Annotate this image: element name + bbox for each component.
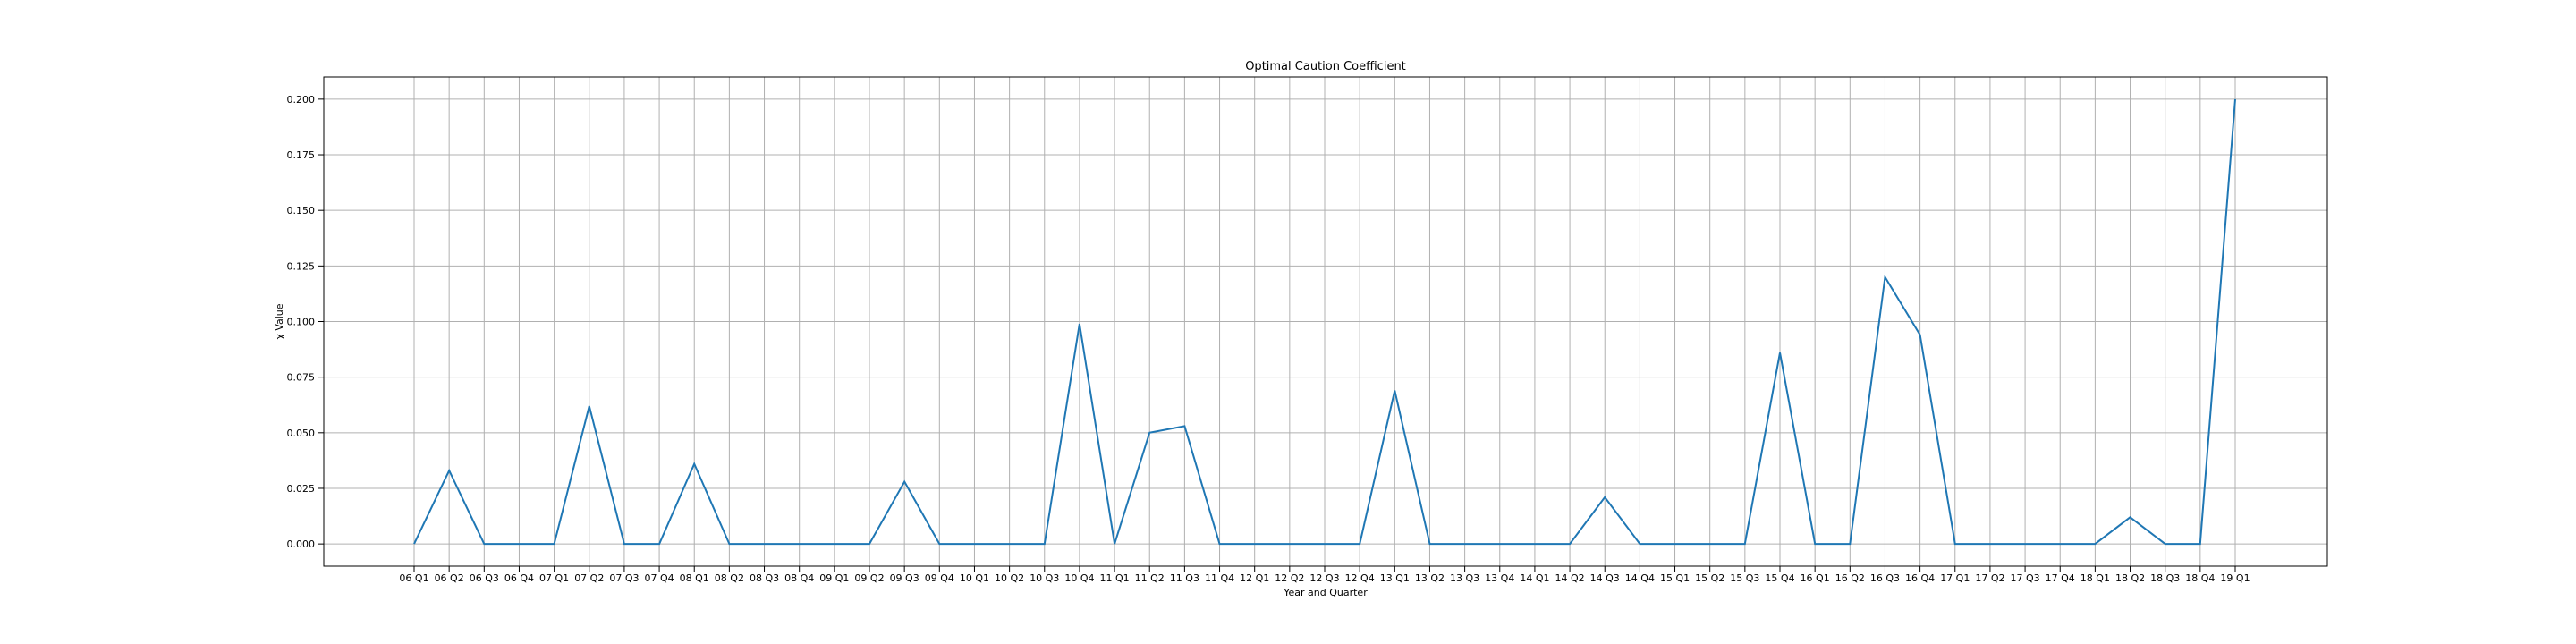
y-axis-label: χ Value — [274, 303, 285, 339]
x-tick-label: 06 Q4 — [504, 572, 534, 584]
y-axis: 0.000 0.025 0.050 0.075 0.100 0.125 0.150 0.175… — [287, 94, 324, 550]
x-axis-label: Year and Quarter — [1283, 587, 1368, 598]
x-tick-label: 17 Q4 — [2046, 572, 2075, 584]
y-tick-label: 0.125 — [287, 260, 316, 272]
x-axis: 06 Q1 06 Q2 06 Q3 06 Q4 07 Q1 07 Q2 07 Q3 07 Q4… — [399, 566, 2250, 584]
x-tick-label: 06 Q3 — [470, 572, 499, 584]
x-tick-label: 16 Q4 — [1905, 572, 1935, 584]
y-tick-label: 0.000 — [287, 538, 316, 550]
x-tick-label: 10 Q1 — [960, 572, 989, 584]
x-tick-label: 14 Q2 — [1555, 572, 1584, 584]
x-tick-label: 07 Q4 — [644, 572, 674, 584]
x-tick-label: 13 Q3 — [1450, 572, 1479, 584]
y-tick-label: 0.200 — [287, 94, 316, 106]
chart-title: Optimal Caution Coefficient — [1245, 60, 1406, 73]
x-tick-label: 17 Q1 — [1940, 572, 1970, 584]
x-tick-label: 13 Q2 — [1415, 572, 1445, 584]
x-tick-label: 10 Q2 — [995, 572, 1024, 584]
x-tick-label: 09 Q4 — [925, 572, 954, 584]
x-tick-label: 08 Q2 — [715, 572, 744, 584]
x-tick-label: 08 Q1 — [680, 572, 709, 584]
x-tick-label: 08 Q4 — [784, 572, 814, 584]
x-tick-label: 07 Q3 — [609, 572, 639, 584]
x-tick-label: 07 Q1 — [539, 572, 569, 584]
x-tick-label: 13 Q1 — [1380, 572, 1410, 584]
y-tick-label: 0.100 — [287, 317, 316, 328]
x-tick-label: 12 Q1 — [1240, 572, 1269, 584]
x-tick-label: 16 Q2 — [1835, 572, 1865, 584]
x-tick-label: 18 Q3 — [2150, 572, 2180, 584]
series-points — [413, 98, 2236, 545]
x-tick-label: 11 Q4 — [1205, 572, 1234, 584]
y-tick-label: 0.050 — [287, 428, 316, 439]
y-tick-label: 0.025 — [287, 483, 316, 495]
x-tick-label: 17 Q2 — [1975, 572, 2004, 584]
y-tick-label: 0.150 — [287, 205, 316, 216]
x-tick-label: 14 Q3 — [1590, 572, 1620, 584]
x-tick-label: 18 Q4 — [2185, 572, 2215, 584]
x-tick-label: 14 Q1 — [1520, 572, 1549, 584]
x-tick-label: 11 Q2 — [1135, 572, 1165, 584]
x-tick-label: 06 Q2 — [435, 572, 464, 584]
x-tick-label: 06 Q1 — [399, 572, 428, 584]
x-tick-label: 15 Q1 — [1660, 572, 1690, 584]
x-tick-label: 07 Q2 — [574, 572, 604, 584]
x-tick-label: 11 Q3 — [1170, 572, 1199, 584]
x-tick-label: 15 Q3 — [1730, 572, 1759, 584]
x-tick-label: 12 Q4 — [1345, 572, 1375, 584]
x-tick-label: 19 Q1 — [2220, 572, 2250, 584]
x-tick-label: 10 Q3 — [1030, 572, 1059, 584]
x-tick-label: 16 Q3 — [1870, 572, 1900, 584]
x-tick-label: 17 Q3 — [2010, 572, 2039, 584]
x-tick-label: 14 Q4 — [1625, 572, 1655, 584]
x-tick-label: 16 Q1 — [1801, 572, 1830, 584]
x-tick-label: 11 Q1 — [1099, 572, 1129, 584]
grid — [324, 77, 2327, 566]
x-tick-label: 08 Q3 — [750, 572, 779, 584]
x-tick-label: 09 Q3 — [890, 572, 919, 584]
x-tick-label: 12 Q2 — [1275, 572, 1304, 584]
x-tick-label: 12 Q3 — [1309, 572, 1339, 584]
y-tick-label: 0.075 — [287, 372, 316, 384]
plot-frame — [323, 76, 2328, 567]
x-tick-label: 09 Q2 — [854, 572, 884, 584]
x-tick-label: 15 Q2 — [1695, 572, 1724, 584]
series-line — [413, 98, 2236, 546]
x-tick-label: 18 Q1 — [2080, 572, 2110, 584]
x-tick-label: 09 Q1 — [819, 572, 849, 584]
x-tick-label: 18 Q2 — [2115, 572, 2145, 584]
x-tick-label: 10 Q4 — [1064, 572, 1094, 584]
x-tick-label: 15 Q4 — [1765, 572, 1794, 584]
y-tick-label: 0.175 — [287, 149, 316, 161]
x-tick-label: 13 Q4 — [1485, 572, 1514, 584]
